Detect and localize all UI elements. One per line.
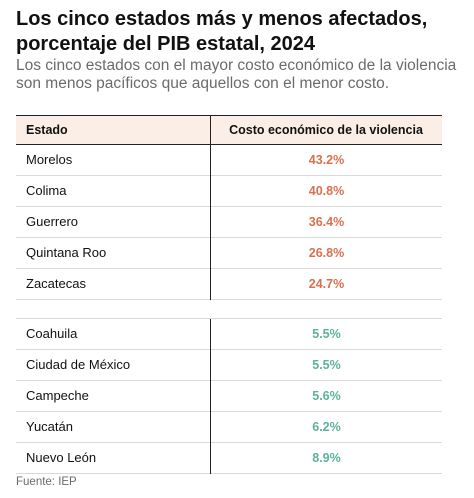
column-header-state: Estado [26, 123, 68, 137]
cost-value: 6.2% [312, 420, 341, 434]
column-divider [210, 115, 211, 300]
cost-value: 5.5% [312, 358, 341, 372]
source-note: Fuente: IEP [16, 476, 77, 488]
state-name: Campeche [26, 388, 89, 403]
cost-value: 26.8% [308, 246, 345, 260]
cost-value: 40.8% [308, 184, 345, 198]
cost-value: 5.6% [312, 389, 341, 403]
cost-value: 8.9% [312, 451, 341, 465]
data-table: Estado Costo económico de la violencia M… [16, 115, 442, 474]
state-name: Yucatán [26, 419, 73, 434]
cost-value: 24.7% [308, 277, 345, 291]
table-row: Guerrero 36.4% [16, 207, 442, 238]
table-row: Ciudad de México 5.5% [16, 350, 442, 381]
table-row: Campeche 5.6% [16, 381, 442, 412]
chart-title: Los cinco estados más y menos afectados,… [16, 8, 428, 55]
state-name: Colima [26, 183, 67, 198]
table-row: Yucatán 6.2% [16, 412, 442, 443]
cost-value: 36.4% [308, 215, 345, 229]
table-row: Zacatecas 24.7% [16, 269, 442, 300]
table-row: Coahuila 5.5% [16, 319, 442, 350]
table-row: Morelos 43.2% [16, 145, 442, 176]
cost-value: 43.2% [308, 153, 345, 167]
group-separator [16, 300, 442, 319]
column-header-cost: Costo económico de la violencia [229, 123, 423, 137]
column-divider [210, 319, 211, 474]
state-name: Coahuila [26, 326, 78, 341]
state-name: Ciudad de México [26, 357, 131, 372]
group-most-affected: Morelos 43.2% Colima 40.8% Guerrero 36.4… [16, 145, 442, 300]
table-row: Nuevo León 8.9% [16, 443, 442, 474]
state-name: Guerrero [26, 214, 79, 229]
cost-value: 5.5% [312, 327, 341, 341]
table-row: Colima 40.8% [16, 176, 442, 207]
state-name: Morelos [26, 152, 73, 167]
table-row: Quintana Roo 26.8% [16, 238, 442, 269]
table-header: Estado Costo económico de la violencia [16, 115, 442, 145]
state-name: Zacatecas [26, 276, 86, 291]
state-name: Nuevo León [26, 450, 97, 465]
chart-subtitle: Los cinco estados con el mayor costo eco… [16, 57, 457, 92]
state-name: Quintana Roo [26, 245, 107, 260]
group-least-affected: Coahuila 5.5% Ciudad de México 5.5% Camp… [16, 319, 442, 474]
